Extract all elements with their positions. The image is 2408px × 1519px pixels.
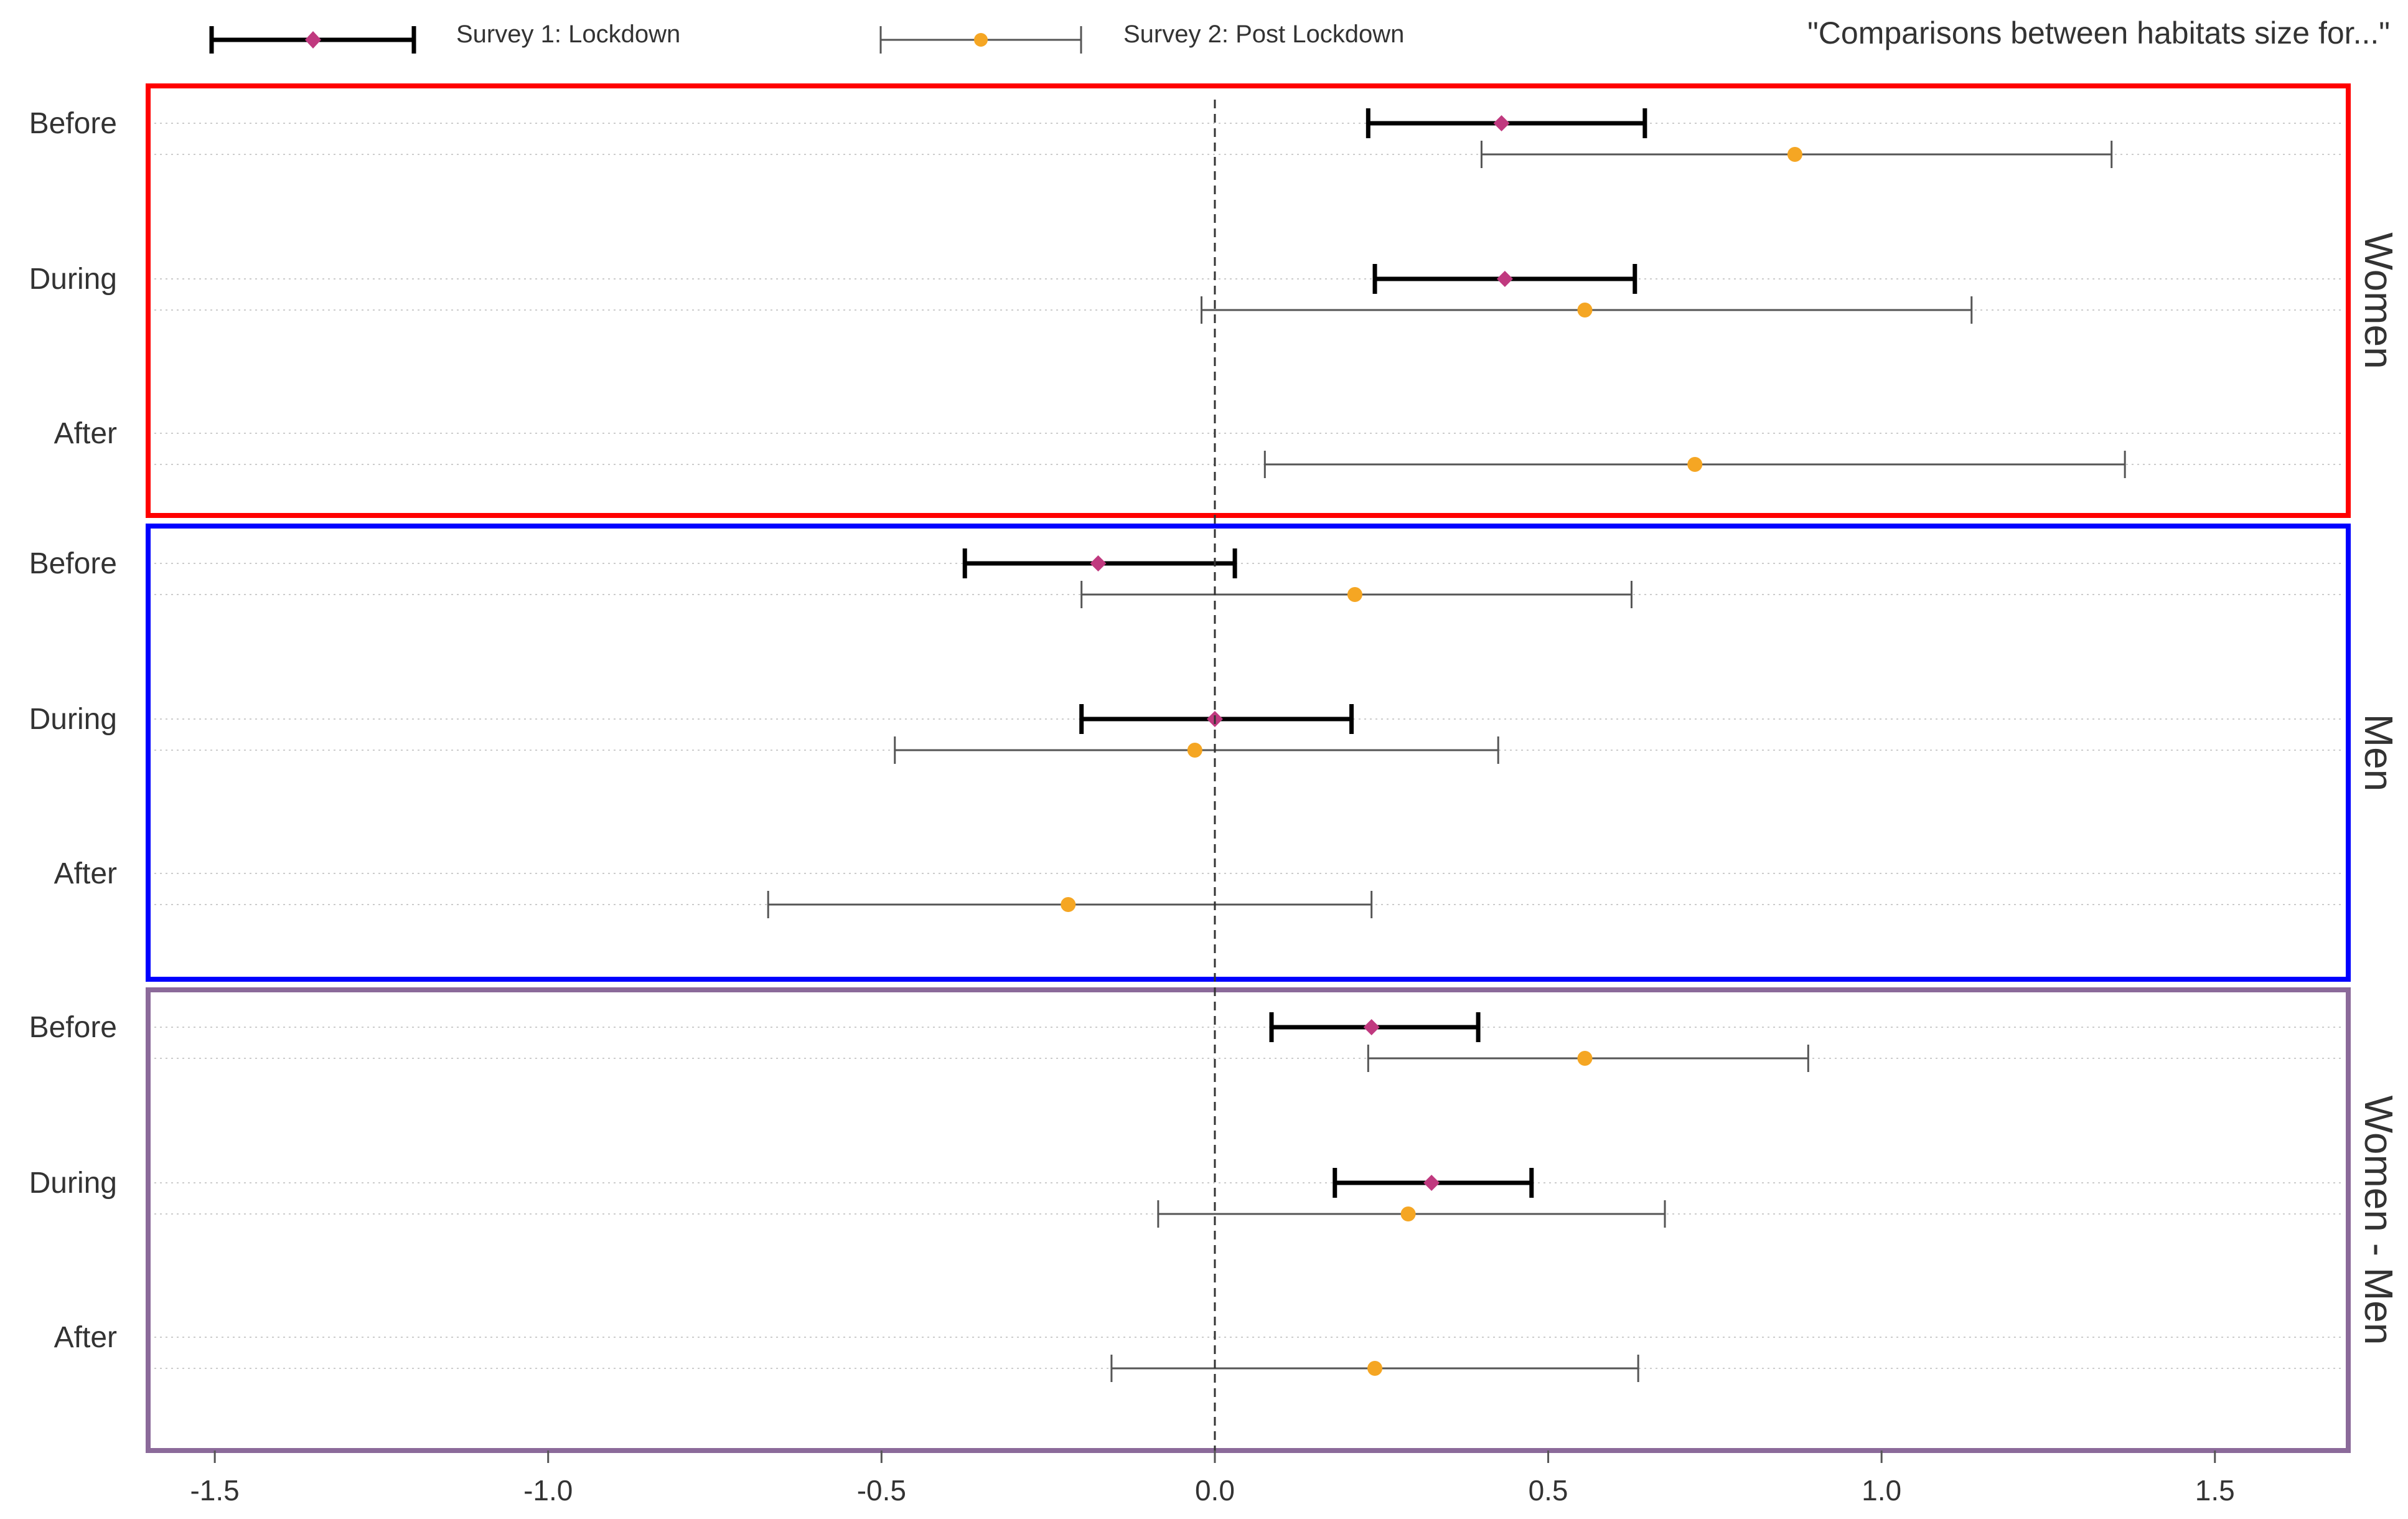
row-label-before: Before xyxy=(29,1011,117,1044)
survey1-before-estimate-diamond xyxy=(1363,1019,1380,1035)
survey2-after-estimate-dot xyxy=(1367,1361,1383,1376)
x-tick-label: 0.5 xyxy=(1529,1474,1568,1507)
survey1-during-estimate-diamond xyxy=(1423,1175,1440,1191)
survey2-after-estimate-dot xyxy=(1687,457,1703,472)
x-tick-label: -1.0 xyxy=(523,1474,573,1507)
survey2-before-estimate-dot xyxy=(1787,147,1802,162)
x-tick-label: -0.5 xyxy=(857,1474,906,1507)
survey2-after-estimate-dot xyxy=(1061,897,1076,912)
x-tick-label: 1.0 xyxy=(1862,1474,1901,1507)
panel-label: Men xyxy=(2356,714,2401,792)
row-label-during: During xyxy=(29,263,117,296)
panel-border xyxy=(146,83,2351,518)
row-label-before: Before xyxy=(29,547,117,580)
legend-survey1-label: Survey 1: Lockdown xyxy=(456,21,680,48)
panel-men: Before During After Men xyxy=(29,524,2401,982)
survey2-during-estimate-dot xyxy=(1577,303,1593,317)
panel-women-men: Before During After Women - Men xyxy=(29,987,2401,1453)
legend-survey2-swatch xyxy=(879,26,1082,54)
survey2-during-estimate-dot xyxy=(1187,743,1202,758)
legend-survey2-label: Survey 2: Post Lockdown xyxy=(1123,21,1404,48)
survey2-before-estimate-dot xyxy=(1577,1051,1593,1066)
panel-border xyxy=(146,987,2351,1453)
survey1-before-estimate-diamond xyxy=(1090,555,1107,571)
panel-label: Women xyxy=(2356,232,2401,369)
row-label-during: During xyxy=(29,703,117,736)
chart-title: "Comparisons between habitats size for..… xyxy=(1807,16,2390,50)
row-label-during: During xyxy=(29,1167,117,1200)
x-tick-label: 0.0 xyxy=(1195,1474,1235,1507)
panel-label: Women - Men xyxy=(2356,1096,2401,1345)
survey1-before-estimate-diamond xyxy=(1493,115,1510,131)
x-tick-label: -1.5 xyxy=(190,1474,239,1507)
survey2-before-estimate-dot xyxy=(1347,587,1362,602)
x-axis: -1.5 -1.0 -0.5 0.0 0.5 1.0 1.5 xyxy=(190,1451,2235,1507)
plot-area: Before During After Women Before During After M… xyxy=(29,83,2401,1453)
row-label-after: After xyxy=(54,1321,117,1354)
row-label-after: After xyxy=(54,857,117,890)
panel-women: Before During After Women xyxy=(29,83,2401,518)
survey1-during-estimate-diamond xyxy=(1496,271,1513,287)
legend-survey1-swatch xyxy=(209,26,416,54)
survey2-during-estimate-dot xyxy=(1400,1206,1416,1221)
x-tick-label: 1.5 xyxy=(2195,1474,2235,1507)
legend: Survey 1: Lockdown Survey 2: Post Lockdo… xyxy=(209,16,2390,54)
row-label-after: After xyxy=(54,417,117,450)
row-label-before: Before xyxy=(29,107,117,140)
panel-border xyxy=(146,524,2351,982)
